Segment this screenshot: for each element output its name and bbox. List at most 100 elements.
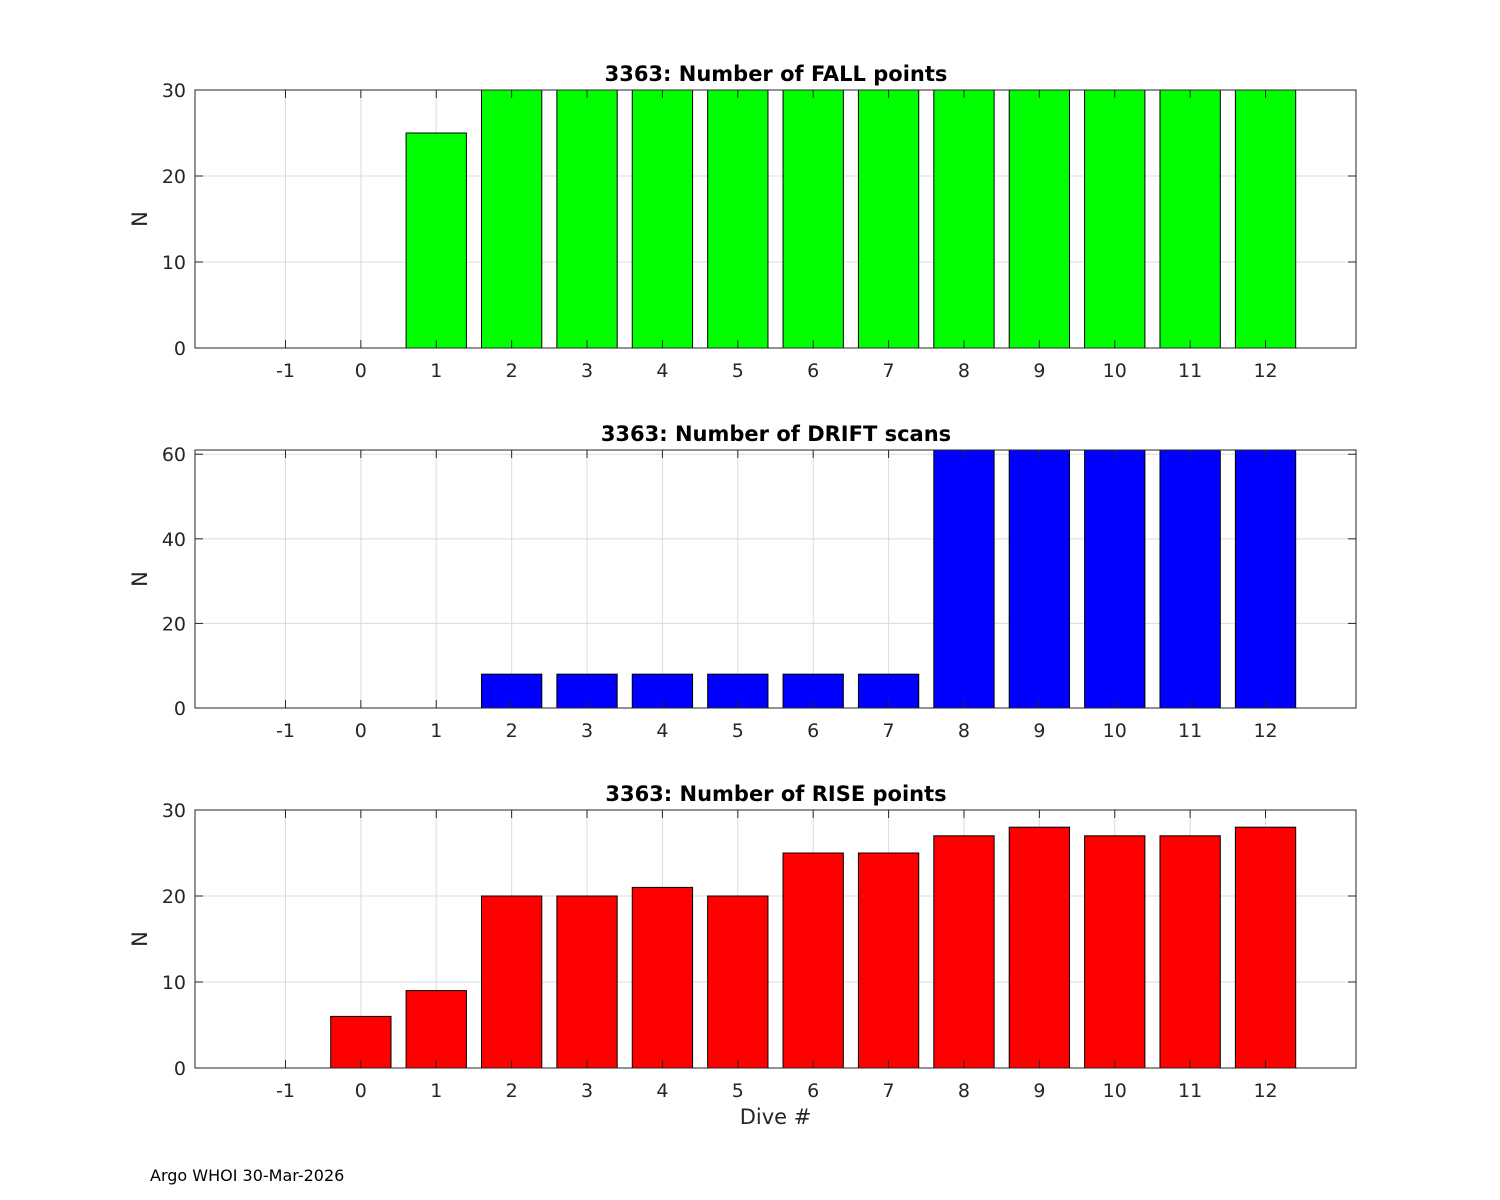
y-tick-label: 40 — [162, 529, 186, 551]
y-tick-label: 20 — [162, 613, 186, 635]
bar-dive-7 — [857, 89, 920, 349]
x-tick-label: 7 — [883, 720, 895, 742]
x-tick-label: 3 — [581, 1080, 593, 1102]
x-tick-label: 9 — [1033, 1080, 1045, 1102]
bar-dive-3 — [556, 89, 618, 349]
x-tick-label: -1 — [276, 720, 295, 742]
bar-dive-11 — [1159, 835, 1221, 1069]
x-tick-label: 12 — [1253, 360, 1277, 382]
footer-credit: Argo WHOI 30-Mar-2026 — [150, 1166, 345, 1185]
x-tick-label: 2 — [506, 360, 518, 382]
x-tick-label: 0 — [355, 1080, 367, 1102]
bar-dive-12 — [1234, 89, 1297, 349]
bar-dive-4 — [631, 886, 694, 1069]
x-tick-label: 2 — [506, 720, 518, 742]
bar-dive-10 — [1084, 835, 1146, 1069]
bar-dive-11 — [1159, 449, 1221, 709]
axes-box — [194, 449, 1357, 709]
x-tick-label: 3 — [581, 360, 593, 382]
y-tick-label: 60 — [162, 444, 186, 466]
bar-dive-5 — [707, 895, 769, 1069]
x-tick-label: -1 — [276, 1080, 295, 1102]
y-axis-label: N — [128, 211, 152, 227]
x-tick-label: 12 — [1253, 1080, 1277, 1102]
y-tick-label: 0 — [174, 1058, 186, 1080]
x-tick-label: 4 — [656, 720, 668, 742]
x-tick-label: 8 — [958, 720, 970, 742]
bar-dive-4 — [631, 89, 694, 349]
axes-box — [194, 89, 1357, 349]
bar-dive-6 — [782, 89, 844, 349]
x-tick-label: 0 — [355, 360, 367, 382]
y-axis-label: N — [128, 931, 152, 947]
bar-dive-6 — [782, 852, 844, 1069]
bar-dive-10 — [1084, 449, 1146, 709]
x-tick-label: 10 — [1103, 360, 1127, 382]
bar-dive-7 — [857, 852, 920, 1069]
chart-title: 3363: Number of RISE points — [605, 782, 946, 806]
x-tick-label: 5 — [732, 1080, 744, 1102]
x-tick-label: 9 — [1033, 360, 1045, 382]
bar-dive-9 — [1008, 449, 1071, 709]
bar-dive-10 — [1084, 89, 1146, 349]
y-tick-label: 20 — [162, 166, 186, 188]
x-tick-label: 0 — [355, 720, 367, 742]
y-tick-label: 0 — [174, 338, 186, 360]
bar-dive-3 — [556, 673, 618, 709]
bar-dive-1 — [405, 990, 467, 1069]
x-tick-label: 7 — [883, 360, 895, 382]
bar-dive-12 — [1234, 826, 1297, 1069]
bar-dive-2 — [480, 895, 543, 1069]
x-tick-label: 5 — [732, 360, 744, 382]
x-tick-label: 4 — [656, 360, 668, 382]
bar-dive-8 — [933, 835, 995, 1069]
x-tick-label: 5 — [732, 720, 744, 742]
x-tick-label: 6 — [807, 360, 819, 382]
x-tick-label: 11 — [1178, 360, 1202, 382]
x-tick-label: 2 — [506, 1080, 518, 1102]
x-tick-label: 10 — [1103, 1080, 1127, 1102]
x-tick-label: 11 — [1178, 1080, 1202, 1102]
y-tick-label: 30 — [162, 80, 186, 102]
axes-box — [194, 809, 1357, 1069]
chart-title: 3363: Number of FALL points — [605, 62, 948, 86]
y-tick-label: 20 — [162, 886, 186, 908]
x-tick-label: 1 — [430, 360, 442, 382]
bar-dive-8 — [933, 89, 995, 349]
x-tick-label: 9 — [1033, 720, 1045, 742]
x-tick-label: 7 — [883, 1080, 895, 1102]
x-tick-label: 4 — [656, 1080, 668, 1102]
x-tick-label: 10 — [1103, 720, 1127, 742]
x-tick-label: 1 — [430, 1080, 442, 1102]
y-tick-label: 10 — [162, 972, 186, 994]
bar-dive-12 — [1234, 449, 1297, 709]
x-tick-label: -1 — [276, 360, 295, 382]
bar-dive-5 — [707, 89, 769, 349]
x-tick-label: 6 — [807, 720, 819, 742]
x-tick-label: 1 — [430, 720, 442, 742]
x-axis-label: Dive # — [740, 1105, 812, 1129]
x-tick-label: 8 — [958, 1080, 970, 1102]
bar-dive-9 — [1008, 89, 1071, 349]
x-tick-label: 6 — [807, 1080, 819, 1102]
bar-dive-9 — [1008, 826, 1071, 1069]
x-tick-label: 12 — [1253, 720, 1277, 742]
y-tick-label: 30 — [162, 800, 186, 822]
bar-dive-8 — [933, 449, 995, 709]
chart-title: 3363: Number of DRIFT scans — [601, 422, 951, 446]
y-tick-label: 0 — [174, 698, 186, 720]
y-axis-label: N — [128, 571, 152, 587]
bar-dive-1 — [405, 132, 467, 349]
bar-dive-2 — [480, 89, 543, 349]
x-tick-label: 11 — [1178, 720, 1202, 742]
bar-dive-0 — [330, 1015, 392, 1069]
x-tick-label: 3 — [581, 720, 593, 742]
x-tick-label: 8 — [958, 360, 970, 382]
y-tick-label: 10 — [162, 252, 186, 274]
bar-dive-3 — [556, 895, 618, 1069]
bar-dive-11 — [1159, 89, 1221, 349]
